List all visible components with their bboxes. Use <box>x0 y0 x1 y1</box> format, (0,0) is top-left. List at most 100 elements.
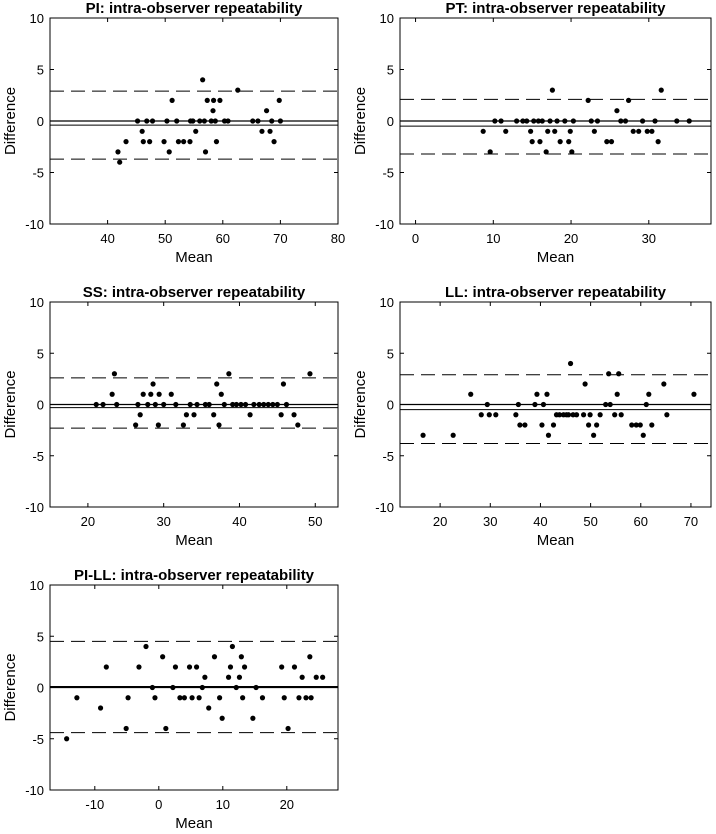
data-point <box>280 381 287 387</box>
data-point <box>612 412 618 418</box>
data-point <box>450 432 456 438</box>
data-point <box>520 118 526 124</box>
data-point <box>614 108 620 114</box>
data-point <box>219 715 225 721</box>
data-point <box>618 118 624 124</box>
data-point <box>136 664 142 670</box>
data-point <box>503 128 509 134</box>
data-point <box>586 422 592 428</box>
data-point <box>283 401 290 408</box>
data-point <box>149 684 155 691</box>
data-point <box>604 139 610 145</box>
data-point <box>170 684 176 691</box>
data-point <box>233 401 240 408</box>
data-point <box>537 139 543 145</box>
x-tick-label: 50 <box>583 514 597 529</box>
data-point <box>550 422 557 428</box>
panel-pi: 40 50 60 70 80 -10 -5 0 5 10 PI: intra-observer re… <box>2 0 345 266</box>
data-point <box>202 149 209 155</box>
data-point <box>161 401 167 408</box>
y-tick-label: 10 <box>380 11 394 26</box>
data-point <box>420 432 426 438</box>
data-point <box>123 725 129 732</box>
data-point <box>148 391 154 397</box>
panel-pi-ll: -10 0 10 20 -10 -5 0 5 10 PI-LL: intra-observer r… <box>2 567 339 832</box>
y-tick-label: -5 <box>382 166 394 181</box>
data-point <box>174 118 180 124</box>
data-point <box>655 139 661 145</box>
y-tick-label: 0 <box>387 398 394 413</box>
data-point <box>137 412 143 418</box>
data-point <box>644 128 650 134</box>
data-point <box>633 422 639 428</box>
data-point <box>74 695 80 701</box>
data-point <box>567 360 574 367</box>
data-point <box>640 432 646 438</box>
data-point <box>149 118 156 124</box>
data-point <box>588 118 594 124</box>
data-point <box>570 118 576 124</box>
x-tick-label: 20 <box>81 514 95 529</box>
data-point <box>554 118 560 124</box>
x-tick-label: 20 <box>433 514 447 529</box>
data-point <box>259 128 265 134</box>
data-point <box>532 401 538 408</box>
y-tick-label: 10 <box>380 295 394 310</box>
data-point <box>206 705 212 711</box>
data-point <box>271 139 277 145</box>
x-tick-label: 30 <box>483 514 497 529</box>
data-point <box>539 422 545 428</box>
data-point <box>658 87 664 93</box>
data-point <box>236 674 243 680</box>
data-point <box>643 401 649 408</box>
data-point <box>591 432 597 438</box>
data-point <box>565 412 572 418</box>
chart-title: PT: intra-observer repeatability <box>445 0 666 17</box>
data-point <box>674 118 680 124</box>
data-point <box>213 139 220 145</box>
data-point <box>250 715 256 721</box>
y-tick-label: -5 <box>32 449 44 464</box>
data-point <box>190 118 196 124</box>
data-point <box>608 139 615 145</box>
data-point <box>296 695 302 701</box>
data-point <box>269 118 275 124</box>
data-point <box>187 401 193 408</box>
data-point <box>278 412 284 418</box>
data-point <box>181 695 187 701</box>
chart-title: LL: intra-observer repeatability <box>445 284 667 301</box>
data-point <box>255 118 261 124</box>
data-point <box>196 695 202 701</box>
y-tick-label: 10 <box>30 578 44 593</box>
y-tick-label: 10 <box>30 11 44 26</box>
x-tick-label: 40 <box>232 514 246 529</box>
data-point <box>208 118 214 124</box>
data-point <box>639 118 646 124</box>
data-point <box>277 118 283 124</box>
data-point <box>238 401 244 408</box>
data-point <box>193 128 199 134</box>
data-point <box>225 674 232 680</box>
data-point <box>649 422 655 428</box>
chart-title: PI: intra-observer repeatability <box>86 0 303 17</box>
data-point <box>103 664 109 670</box>
data-point <box>100 401 106 408</box>
x-tick-label: 30 <box>642 231 656 246</box>
data-point <box>528 128 534 134</box>
data-point <box>299 674 305 680</box>
data-point <box>274 401 280 408</box>
data-point <box>636 128 642 134</box>
x-tick-label: 80 <box>331 231 345 246</box>
data-point <box>156 391 162 397</box>
x-tick-label: 20 <box>564 231 578 246</box>
data-point <box>594 422 600 428</box>
data-point <box>567 128 573 134</box>
data-point <box>229 643 235 650</box>
data-point <box>594 118 601 124</box>
data-point <box>585 97 591 103</box>
data-point <box>556 412 563 418</box>
data-point <box>169 97 175 103</box>
data-point <box>557 139 563 145</box>
data-point <box>155 422 161 428</box>
x-axis-label: Mean <box>537 532 575 549</box>
